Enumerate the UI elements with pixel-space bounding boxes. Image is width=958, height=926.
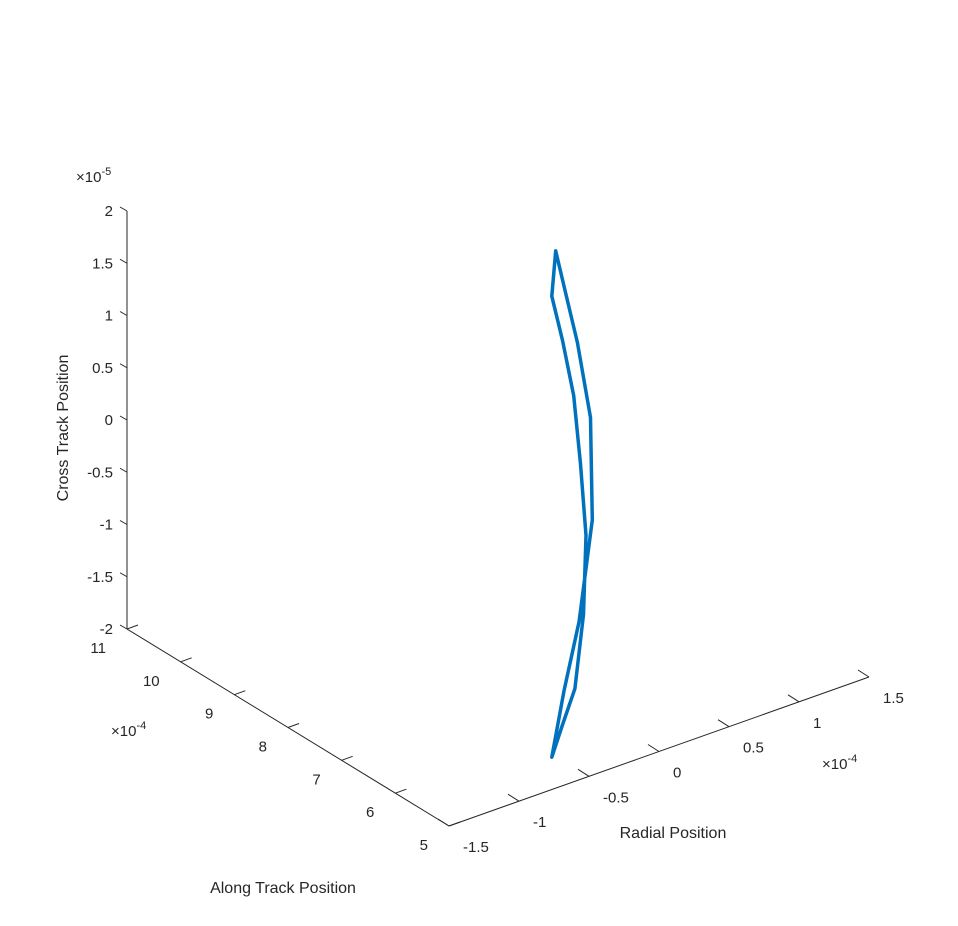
y-tick-label: 11 bbox=[90, 640, 106, 657]
x-tick-label: -1.5 bbox=[463, 839, 489, 856]
z-tick bbox=[119, 258, 128, 264]
z-tick-label: -1.5 bbox=[87, 569, 113, 586]
z-tick bbox=[119, 415, 128, 421]
z-multiplier: ×10-5 bbox=[76, 166, 111, 186]
y-tick bbox=[180, 657, 192, 663]
y-axis-label: Along Track Position bbox=[210, 880, 356, 897]
z-tick bbox=[119, 520, 128, 525]
z-tick-label: -2 bbox=[100, 621, 113, 638]
series-group bbox=[550, 249, 595, 759]
x-tick bbox=[787, 694, 800, 703]
x-multiplier: ×10-4 bbox=[822, 753, 857, 773]
y-tick-label: 5 bbox=[420, 837, 428, 854]
x-tick-label: 0.5 bbox=[743, 740, 764, 757]
x-tick bbox=[507, 793, 520, 802]
x-tick-label: -1 bbox=[533, 814, 546, 831]
z-tick bbox=[119, 206, 128, 212]
x-tick bbox=[647, 744, 660, 752]
z-tick-label: 1.5 bbox=[92, 255, 113, 272]
y-tick-label: 10 bbox=[143, 673, 160, 690]
y-tick bbox=[395, 788, 407, 794]
x-tick bbox=[437, 818, 450, 827]
x-tick-label: -0.5 bbox=[603, 789, 629, 806]
z-tick bbox=[119, 311, 128, 316]
z-tick bbox=[119, 572, 128, 578]
x-tick-label: 1.5 bbox=[883, 690, 904, 707]
y-tick-label: 8 bbox=[259, 739, 267, 756]
axes bbox=[119, 206, 870, 827]
z-tick-label: 0.5 bbox=[92, 360, 113, 377]
z-tick bbox=[119, 624, 128, 630]
z-tick bbox=[119, 363, 128, 369]
y-tick bbox=[287, 723, 300, 728]
x-axis-label: Radial Position bbox=[620, 825, 727, 842]
z-tick-label: -0.5 bbox=[87, 464, 113, 481]
x-tick bbox=[857, 669, 870, 678]
labels: -1.5-1-0.500.511.5567891011-2-1.5-1-0.50… bbox=[55, 166, 904, 897]
z-tick-label: 0 bbox=[105, 412, 113, 429]
y-tick bbox=[234, 690, 246, 696]
z-tick-label: 2 bbox=[105, 203, 113, 220]
z-tick bbox=[119, 467, 128, 473]
y-tick-label: 6 bbox=[366, 804, 374, 821]
x-tick bbox=[577, 768, 590, 777]
series-line-0 bbox=[550, 249, 595, 759]
x-tick-label: 1 bbox=[813, 715, 821, 732]
z-tick-label: -1 bbox=[100, 517, 113, 534]
z-tick-label: 1 bbox=[105, 308, 113, 325]
z-axis-label: Cross Track Position bbox=[55, 355, 72, 502]
y-tick bbox=[448, 821, 461, 827]
y-tick-label: 7 bbox=[312, 771, 320, 788]
y-tick bbox=[126, 624, 139, 630]
y-tick-label: 9 bbox=[205, 706, 213, 723]
y-tick bbox=[341, 755, 353, 761]
x-tick bbox=[717, 719, 730, 728]
y-multiplier: ×10-4 bbox=[111, 720, 146, 740]
x-tick-label: 0 bbox=[673, 765, 681, 782]
